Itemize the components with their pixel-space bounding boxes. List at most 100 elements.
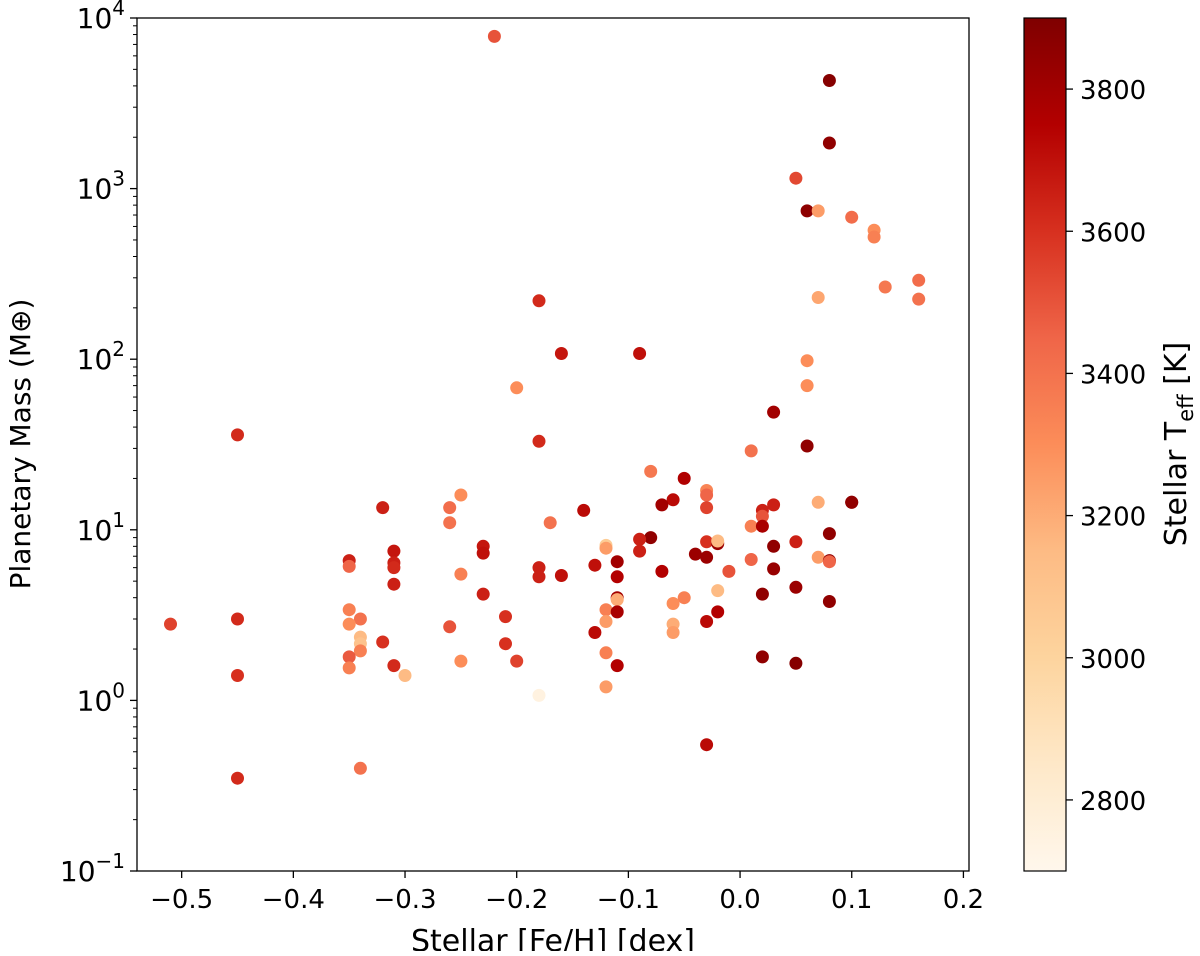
scatter-point	[588, 558, 602, 572]
x-axis-label: Stellar [Fe/H] [dex]	[411, 924, 695, 951]
scatter-point	[443, 620, 457, 634]
scatter-point	[454, 654, 468, 668]
colorbar-tick-label: 3800	[1080, 76, 1146, 106]
y-tick-label: 100	[77, 678, 125, 717]
colorbar-tick-label: 3400	[1080, 360, 1146, 390]
scatter-point	[532, 561, 546, 575]
scatter-point	[532, 294, 546, 308]
scatter-point	[700, 535, 714, 549]
scatter-point	[700, 488, 714, 502]
colorbar: 2800 3000 3200 3400 3600 3800 Stellar Teff [K…	[1023, 17, 1198, 872]
scatter-point	[666, 597, 680, 610]
scatter-point	[789, 171, 803, 185]
scatter-point	[822, 74, 836, 87]
scatter-point	[878, 280, 892, 294]
scatter-point	[376, 635, 390, 649]
scatter-point	[755, 519, 769, 533]
scatter-point	[499, 637, 512, 651]
scatter-point	[342, 617, 356, 631]
scatter-point	[912, 292, 926, 306]
scatter-point	[755, 587, 769, 601]
scatter-point	[510, 381, 524, 395]
x-tick-label: 0.2	[943, 885, 984, 915]
scatter-point	[711, 584, 725, 598]
scatter-point	[353, 644, 367, 658]
scatter-point	[231, 771, 244, 785]
colorbar-tick-label: 3000	[1080, 645, 1146, 675]
scatter-point	[811, 204, 825, 218]
scatter-point	[231, 669, 244, 682]
scatter-point	[610, 659, 624, 673]
scatter-point	[666, 626, 680, 639]
scatter-point	[811, 550, 825, 564]
scatter-point	[633, 544, 647, 558]
scatter-point	[644, 531, 658, 545]
colorbar-label-unit: [K]	[1159, 342, 1194, 395]
x-axis: −0.5 −0.4 −0.3 −0.2 −0.1 0.0 0.1 0.2	[150, 871, 984, 915]
x-tick-label: −0.2	[485, 885, 548, 915]
scatter-point	[800, 439, 814, 453]
scatter-point	[822, 527, 836, 541]
scatter-point	[387, 561, 401, 575]
x-tick-label: −0.1	[597, 885, 660, 915]
scatter-point	[655, 498, 669, 512]
scatter-point	[811, 291, 825, 304]
scatter-point	[554, 569, 568, 582]
scatter-point	[532, 570, 546, 584]
scatter-point	[822, 555, 836, 569]
scatter-point	[800, 354, 814, 368]
scatter-point	[633, 532, 647, 546]
scatter-point	[677, 471, 691, 485]
scatter-point	[342, 559, 356, 573]
scatter-point	[711, 534, 725, 548]
y-tick-label: 104	[77, 0, 125, 35]
scatter-point	[443, 516, 457, 530]
scatter-point	[353, 612, 367, 626]
scatter-point	[476, 587, 490, 601]
scatter-point	[644, 464, 658, 478]
scatter-point	[342, 603, 356, 617]
colorbar-label-main: Stellar T	[1159, 421, 1194, 546]
colorbar-ticks: 2800 3000 3200 3400 3600 3800	[1066, 76, 1146, 817]
y-tick-exponent: 0	[112, 678, 125, 702]
y-tick-base: 10	[77, 684, 113, 717]
scatter-point	[700, 738, 714, 752]
scatter-point	[353, 761, 367, 775]
scatter-points	[164, 29, 926, 785]
scatter-point	[499, 610, 512, 624]
x-tick-label: −0.3	[373, 885, 436, 915]
scatter-point	[767, 498, 781, 512]
scatter-point	[867, 230, 881, 244]
y-tick-base: 10	[77, 514, 113, 547]
y-tick-label: 101	[77, 508, 125, 547]
scatter-point	[744, 519, 758, 533]
scatter-point	[789, 580, 803, 594]
scatter-point	[700, 550, 714, 564]
scatter-point	[755, 650, 769, 664]
scatter-point	[744, 444, 758, 458]
scatter-point	[398, 669, 412, 682]
y-tick-exponent: 1	[112, 508, 125, 532]
colorbar-tick-label: 3600	[1080, 218, 1146, 248]
y-tick-label: 10−1	[60, 849, 125, 888]
scatter-point	[610, 570, 624, 584]
colorbar-label-sub: eff	[1174, 394, 1198, 422]
scatter-point	[655, 564, 669, 578]
scatter-point	[443, 501, 457, 515]
scatter-point	[588, 626, 602, 639]
y-tick-base: 10	[60, 855, 96, 888]
scatter-point	[599, 603, 613, 617]
x-tick-label: 0.1	[831, 885, 872, 915]
scatter-point	[376, 501, 390, 515]
scatter-point	[610, 605, 624, 619]
scatter-point	[231, 612, 244, 626]
plot-frame	[136, 17, 970, 872]
scatter-point	[755, 509, 769, 523]
scatter-point	[700, 501, 714, 515]
scatter-point	[476, 546, 490, 560]
scatter-point	[789, 656, 803, 670]
scatter-point	[633, 347, 647, 360]
scatter-point	[387, 659, 401, 673]
scatter-point	[767, 405, 781, 419]
